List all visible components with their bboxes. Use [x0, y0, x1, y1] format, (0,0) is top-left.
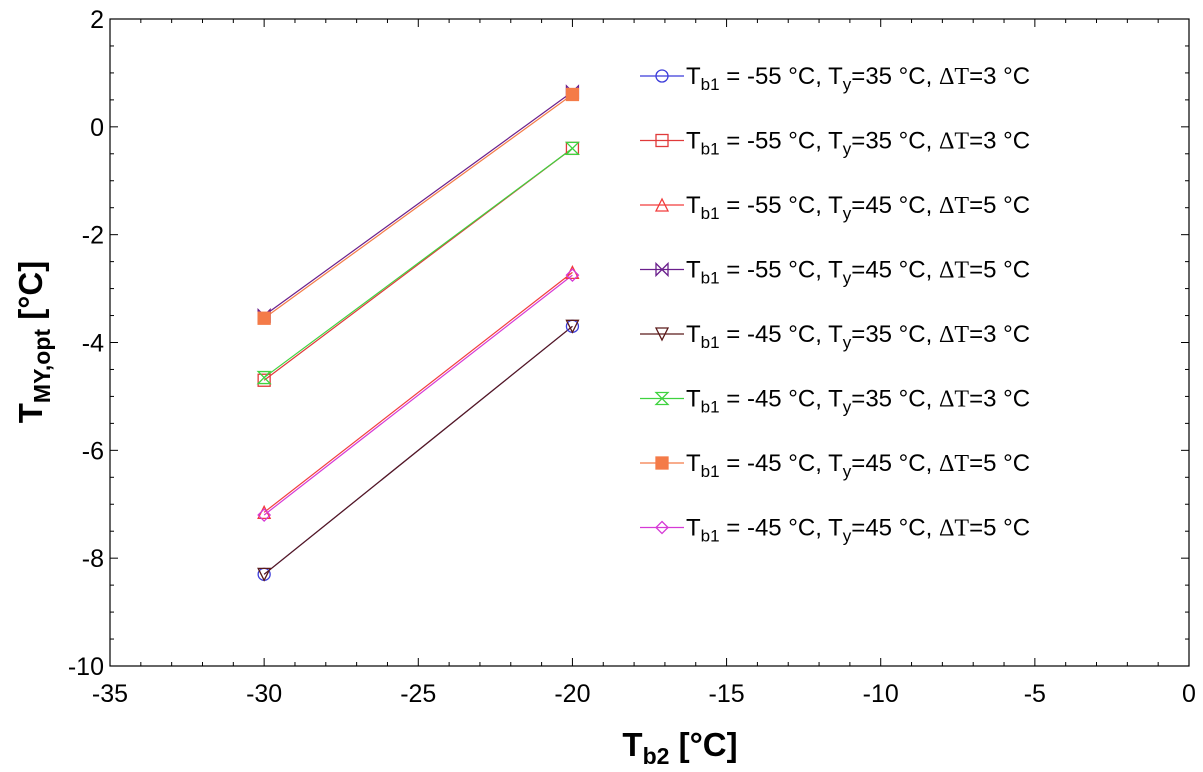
legend-label: Tb1 = -45 °C, Ty=35 °C, ΔT=3 °C [686, 321, 1030, 352]
series-line-6 [263, 147, 573, 379]
series-line-5 [263, 325, 573, 575]
x-tick-label: -30 [246, 680, 282, 708]
legend-marker [655, 456, 669, 470]
y-tick-label: 0 [90, 114, 104, 142]
y-tick-label: -2 [82, 222, 104, 250]
x-tick-label: 0 [1182, 680, 1196, 708]
legend-label: Tb1 = -45 °C, Ty=45 °C, ΔT=5 °C [686, 515, 1030, 546]
legend-item: Tb1 = -55 °C, Ty=35 °C, ΔT=3 °C [640, 128, 1030, 159]
legend-item: Tb1 = -45 °C, Ty=45 °C, ΔT=5 °C [640, 450, 1030, 481]
data-point-series-2 [257, 373, 271, 387]
legend-item: Tb1 = -45 °C, Ty=45 °C, ΔT=5 °C [640, 515, 1030, 546]
legend-item: Tb1 = -55 °C, Ty=35 °C, ΔT=3 °C [640, 63, 1030, 94]
legend-marker [655, 261, 669, 278]
data-point-series-8 [565, 268, 580, 283]
y-tick-label: 2 [90, 6, 104, 34]
x-tick-label: -10 [863, 680, 899, 708]
legend-marker [654, 197, 670, 212]
x-tick-label: -35 [92, 680, 128, 708]
legend-marker [655, 133, 669, 148]
x-axis-title: Tb2 [°C] [622, 726, 737, 769]
data-point-series-6 [256, 370, 272, 385]
data-point-series-7 [565, 87, 580, 102]
legend-marker [655, 69, 669, 83]
legend-label: Tb1 = -45 °C, Ty=45 °C, ΔT=5 °C [686, 450, 1030, 481]
series-markers [256, 84, 580, 582]
legend-label: Tb1 = -55 °C, Ty=45 °C, ΔT=5 °C [686, 192, 1030, 223]
y-axis-title-main: T [12, 403, 49, 423]
data-point-series-7 [257, 311, 271, 325]
data-point-series-5 [565, 319, 580, 334]
data-point-series-8 [257, 508, 272, 522]
legend-label: Tb1 = -55 °C, Ty=35 °C, ΔT=3 °C [686, 63, 1030, 94]
legend-label: Tb1 = -45 °C, Ty=35 °C, ΔT=3 °C [686, 386, 1030, 417]
tick-marks [109, 18, 1190, 667]
y-axis-title: TMY,opt [°C] [12, 261, 55, 423]
legend-item: Tb1 = -45 °C, Ty=35 °C, ΔT=3 °C [640, 321, 1030, 352]
y-tick-label: -6 [82, 437, 104, 465]
x-tick-label: -15 [709, 680, 745, 708]
y-axis-title-unit: [°C] [12, 261, 49, 329]
y-tick-label: -8 [82, 545, 104, 573]
series-line-3 [263, 271, 573, 513]
x-axis-title-main: T [622, 726, 642, 763]
y-axis-title-sub: MY,opt [29, 329, 55, 403]
legend-label: Tb1 = -55 °C, Ty=45 °C, ΔT=5 °C [686, 257, 1030, 288]
series-line-8 [263, 274, 573, 516]
legend-marker [654, 327, 670, 342]
x-tick-label: -20 [554, 680, 590, 708]
x-tick-label: -25 [400, 680, 436, 708]
legend-label: Tb1 = -55 °C, Ty=35 °C, ΔT=3 °C [686, 128, 1030, 159]
x-axis-title-unit: [°C] [669, 726, 737, 763]
x-axis-title-sub: b2 [643, 743, 670, 769]
legend-marker [655, 520, 669, 535]
y-tick-label: -4 [82, 330, 104, 358]
y-tick-label: -10 [68, 653, 104, 681]
legend-marker [654, 391, 670, 406]
tick-labels: -35 -30 -25 -20 -15 -10 -5 0-10-8-6-4-202 [68, 6, 1196, 708]
legend-item: Tb1 = -55 °C, Ty=45 °C, ΔT=5 °C [640, 192, 1030, 223]
legend-item: Tb1 = -55 °C, Ty=45 °C, ΔT=5 °C [640, 257, 1030, 288]
data-point-series-6 [564, 141, 580, 156]
legend: Tb1 = -55 °C, Ty=35 °C, ΔT=3 °C Tb1 = -55… [640, 63, 1030, 546]
series-line-4 [263, 91, 573, 317]
data-point-series-5 [257, 567, 272, 582]
x-tick-label: -5 [1024, 680, 1046, 708]
series-lines [263, 91, 573, 575]
series-line-7 [263, 93, 573, 319]
legend-item: Tb1 = -45 °C, Ty=35 °C, ΔT=3 °C [640, 386, 1030, 417]
